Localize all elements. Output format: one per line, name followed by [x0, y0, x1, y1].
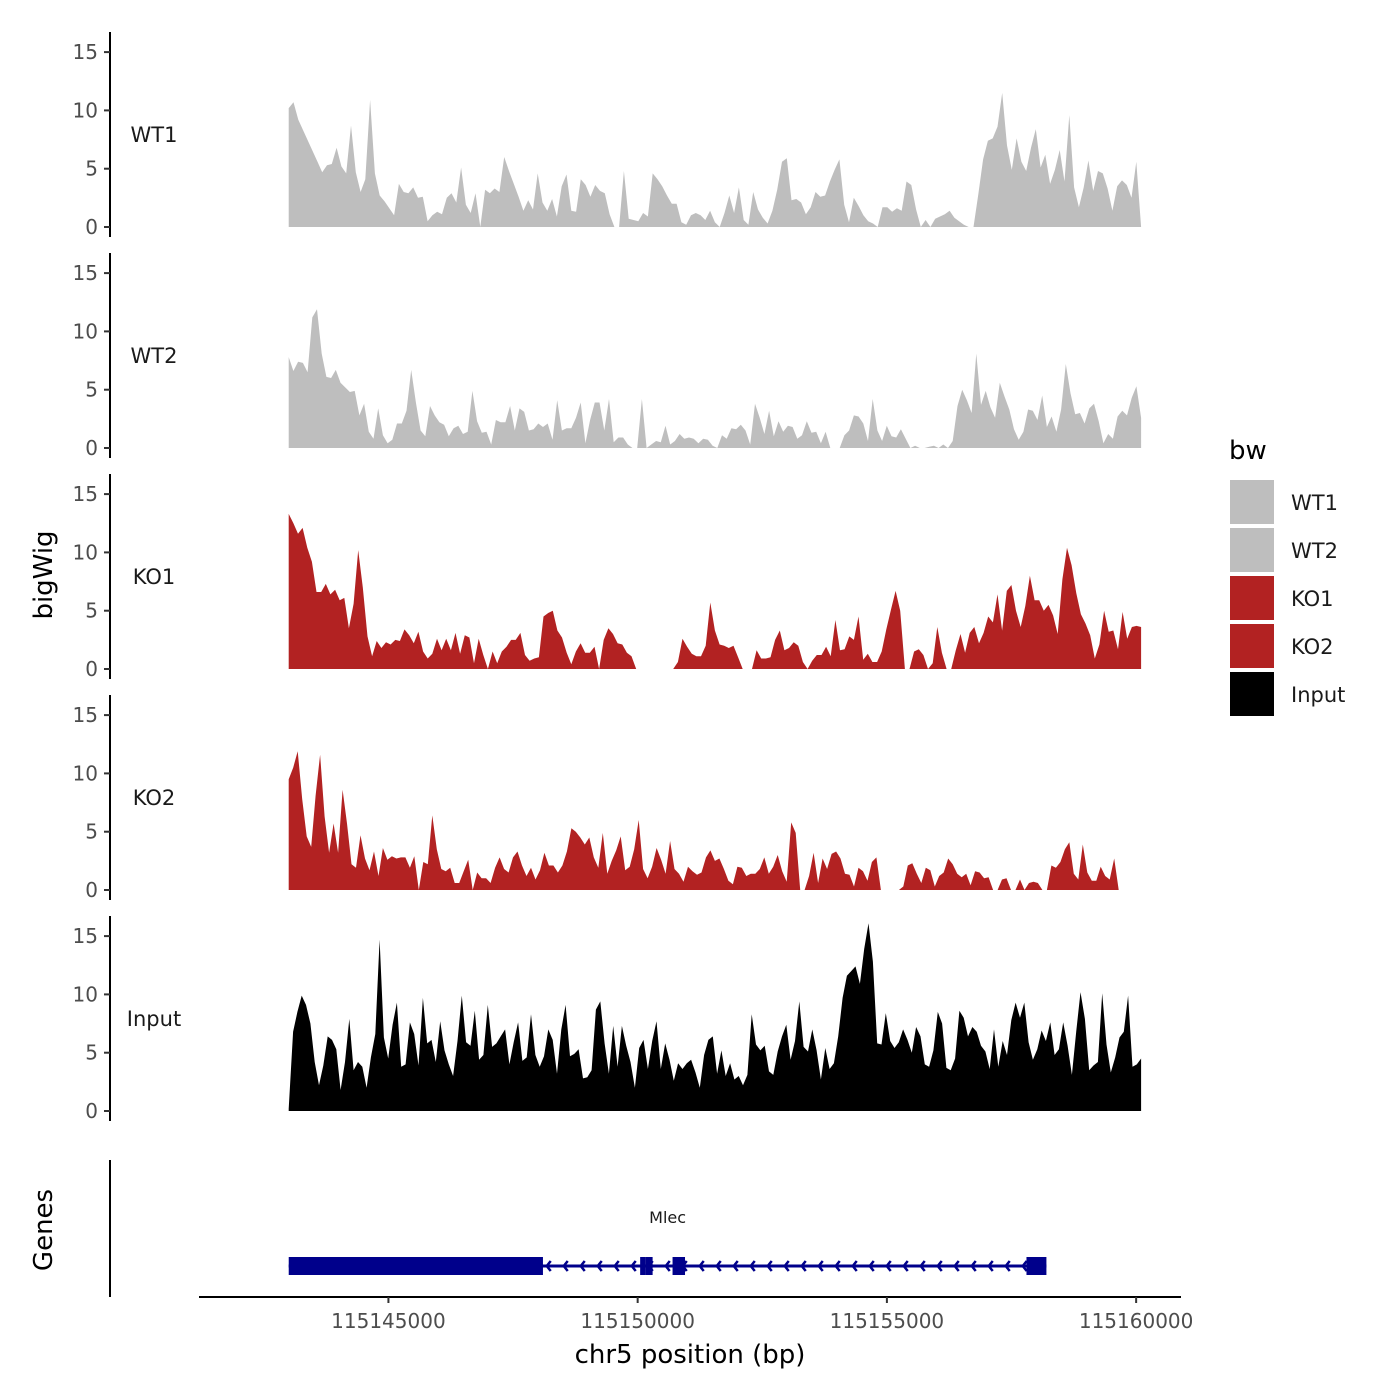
x-tick-label: 115160000	[1079, 1309, 1194, 1333]
strand-arrow	[783, 1260, 790, 1272]
gene-model	[288, 1257, 1047, 1275]
legend-label-wt1: WT1	[1291, 491, 1338, 515]
strand-arrow	[987, 1260, 994, 1272]
strand-arrow	[1004, 1260, 1011, 1272]
y-tick-label: 10	[73, 761, 98, 785]
strand-arrow	[732, 1260, 739, 1272]
legend-key-wt1	[1230, 480, 1274, 524]
track-label-wt2: WT2	[131, 344, 178, 368]
strand-arrow	[596, 1260, 603, 1272]
legend-key-ko1	[1230, 576, 1274, 620]
strand-arrow	[562, 1260, 569, 1272]
legend-label-ko2: KO2	[1291, 635, 1334, 659]
strand-arrow	[885, 1260, 892, 1272]
strand-arrow	[834, 1260, 841, 1272]
track-label-ko1: KO1	[133, 565, 176, 589]
y-tick-label: 5	[85, 157, 98, 181]
y-tick-label: 15	[73, 40, 98, 64]
legend-title: bw	[1229, 436, 1267, 466]
area-ko2	[288, 751, 1142, 890]
y-tick-label: 0	[85, 657, 98, 681]
track-label-ko2: KO2	[133, 786, 176, 810]
strand-arrow	[851, 1260, 858, 1272]
y-tick-label: 5	[85, 378, 98, 402]
gene-label-mlec: Mlec	[649, 1208, 686, 1227]
y-tick-label: 15	[73, 703, 98, 727]
legend-label-wt2: WT2	[1291, 539, 1338, 563]
track-wt1: 0 5 10 15 WT1	[73, 32, 1142, 239]
y-axis-title: bigWig	[29, 530, 59, 619]
genes-axis-title: Genes	[29, 1189, 59, 1271]
legend-key-wt2	[1230, 528, 1274, 572]
strand-arrow	[936, 1260, 943, 1272]
strand-arrow	[613, 1260, 620, 1272]
area-wt1	[288, 92, 1142, 228]
strand-arrow	[664, 1260, 671, 1272]
legend-label-input: Input	[1291, 683, 1345, 707]
y-tick-label: 0	[85, 215, 98, 239]
y-tick-label: 0	[85, 436, 98, 460]
y-tick-label: 5	[85, 1041, 98, 1065]
strand-arrow	[953, 1260, 960, 1272]
y-tick-label: 10	[73, 98, 98, 122]
gene-exon	[640, 1257, 646, 1275]
y-tick-label: 10	[73, 540, 98, 564]
strand-arrow	[970, 1260, 977, 1272]
strand-arrow	[749, 1260, 756, 1272]
strand-arrow	[766, 1260, 773, 1272]
strand-arrow	[630, 1260, 637, 1272]
strand-arrow	[545, 1260, 552, 1272]
strand-arrow	[715, 1260, 722, 1272]
track-label-input: Input	[127, 1007, 181, 1031]
strand-arrow	[868, 1260, 875, 1272]
area-ko1	[288, 513, 1142, 669]
legend-key-input	[1230, 672, 1274, 716]
track-label-wt1: WT1	[131, 123, 178, 147]
genes-track: Genes Mlec	[29, 1160, 1047, 1297]
track-ko2: 0 5 10 15 KO2	[73, 695, 1142, 902]
track-ko1: 0 5 10 15 KO1	[73, 474, 1142, 681]
gene-exon	[288, 1257, 543, 1275]
gene-exon	[672, 1257, 686, 1275]
y-tick-label: 15	[73, 261, 98, 285]
x-axis-title: chr5 position (bp)	[575, 1340, 806, 1370]
strand-arrow	[698, 1260, 705, 1272]
strand-arrow	[579, 1260, 586, 1272]
strand-arrow	[1021, 1260, 1028, 1272]
y-tick-label: 0	[85, 878, 98, 902]
y-tick-label: 5	[85, 599, 98, 623]
strand-arrow	[800, 1260, 807, 1272]
y-tick-label: 10	[73, 982, 98, 1006]
track-wt2: 0 5 10 15 WT2	[73, 253, 1142, 460]
y-tick-label: 15	[73, 482, 98, 506]
y-tick-label: 5	[85, 820, 98, 844]
strand-arrow	[902, 1260, 909, 1272]
x-tick-label: 115155000	[830, 1309, 945, 1333]
legend-key-ko2	[1230, 624, 1274, 668]
bigwig-tracks: 0 5 10 15 WT1 0 5 10 15 WT2 0 5 10 15 KO1 0 5 10 15 KO2 0 5 10…	[73, 32, 1142, 1123]
x-tick-label: 115150000	[580, 1309, 695, 1333]
area-wt2	[288, 309, 1142, 448]
area-input	[288, 923, 1142, 1111]
strand-arrow	[817, 1260, 824, 1272]
gene-exon	[645, 1257, 653, 1275]
gene-exon	[1026, 1257, 1047, 1275]
y-tick-label: 10	[73, 319, 98, 343]
legend: bw WT1 WT2 KO1 KO2 Input	[1229, 436, 1345, 716]
legend-label-ko1: KO1	[1291, 587, 1334, 611]
track-input: 0 5 10 15 Input	[73, 916, 1142, 1123]
x-axis: 115145000 115150000 115155000 115160000	[199, 1296, 1194, 1333]
strand-arrow	[919, 1260, 926, 1272]
y-tick-label: 0	[85, 1099, 98, 1123]
x-tick-label: 115145000	[331, 1309, 446, 1333]
y-tick-label: 15	[73, 924, 98, 948]
